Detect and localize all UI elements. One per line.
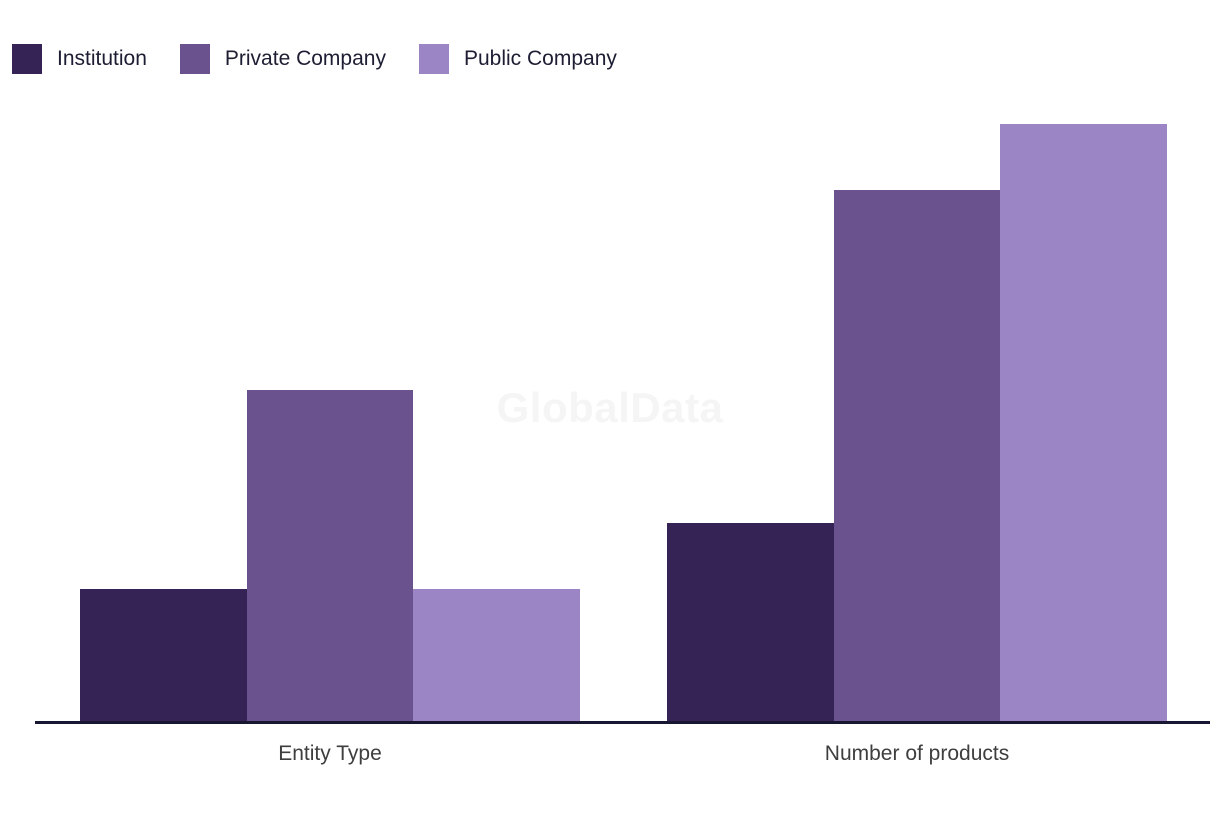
legend-swatch-private-company — [179, 44, 210, 74]
bar-entity-type-institution[interactable] — [80, 589, 247, 722]
legend-label: Institution — [57, 47, 147, 70]
x-axis-label-number-of-products: Number of products — [824, 742, 1010, 765]
x-axis-line — [35, 721, 1210, 724]
x-axis-label-entity-type: Entity Type — [278, 742, 382, 765]
legend-item-institution[interactable]: Institution — [12, 44, 147, 74]
bar-number-of-products-institution[interactable] — [667, 522, 834, 722]
bar-number-of-products-private-company[interactable] — [833, 190, 1001, 722]
legend-label: Public Company — [463, 47, 617, 70]
legend-swatch-public-company — [418, 44, 449, 74]
legend: Institution Private Company Public Company — [12, 44, 617, 74]
bar-entity-type-public-company[interactable] — [413, 589, 580, 722]
legend-item-public-company[interactable]: Public Company — [418, 44, 617, 74]
legend-item-private-company[interactable]: Private Company — [179, 44, 386, 74]
bar-entity-type-private-company[interactable] — [246, 389, 414, 722]
legend-label: Private Company — [224, 47, 386, 70]
legend-swatch-institution — [12, 44, 42, 74]
bar-number-of-products-public-company[interactable] — [1000, 124, 1167, 722]
